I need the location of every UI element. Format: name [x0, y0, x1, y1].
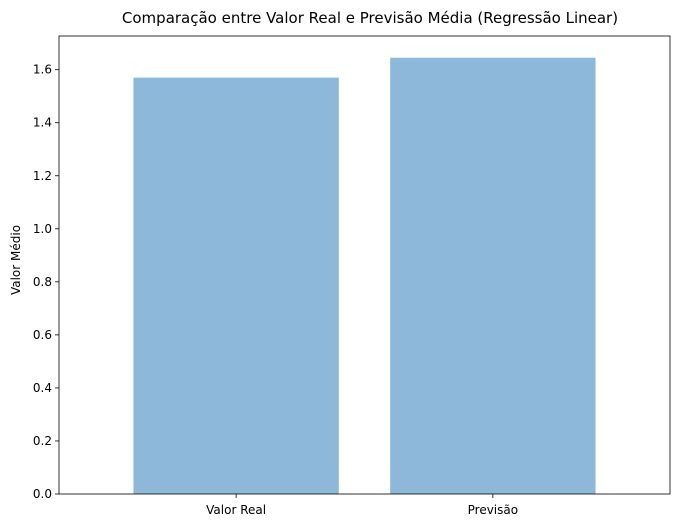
x-tick-label-1: Previsão [468, 503, 518, 517]
chart-title: Comparação entre Valor Real e Previsão M… [122, 9, 618, 27]
plot-frame [58, 35, 671, 495]
y-tick-label-1: 0.2 [33, 434, 52, 448]
y-axis-label: Valor Médio [9, 225, 23, 295]
y-tick-label-8: 1.6 [33, 63, 52, 77]
y-tick-label-6: 1.2 [33, 169, 52, 183]
y-tick-label-0: 0.0 [33, 487, 52, 501]
y-tick-label-5: 1.0 [33, 222, 52, 236]
plot-area: Valor Real Previsão 0.0 0.2 0.4 0.6 0.8 1.0 1.2 1… [33, 35, 671, 517]
bar-1 [390, 57, 596, 495]
y-tick-label-2: 0.4 [33, 381, 52, 395]
y-tick-label-3: 0.6 [33, 328, 52, 342]
y-tick-label-7: 1.4 [33, 116, 52, 130]
bar-0 [133, 77, 339, 495]
y-tick-label-4: 0.8 [33, 275, 52, 289]
x-tick-label-0: Valor Real [206, 503, 266, 517]
